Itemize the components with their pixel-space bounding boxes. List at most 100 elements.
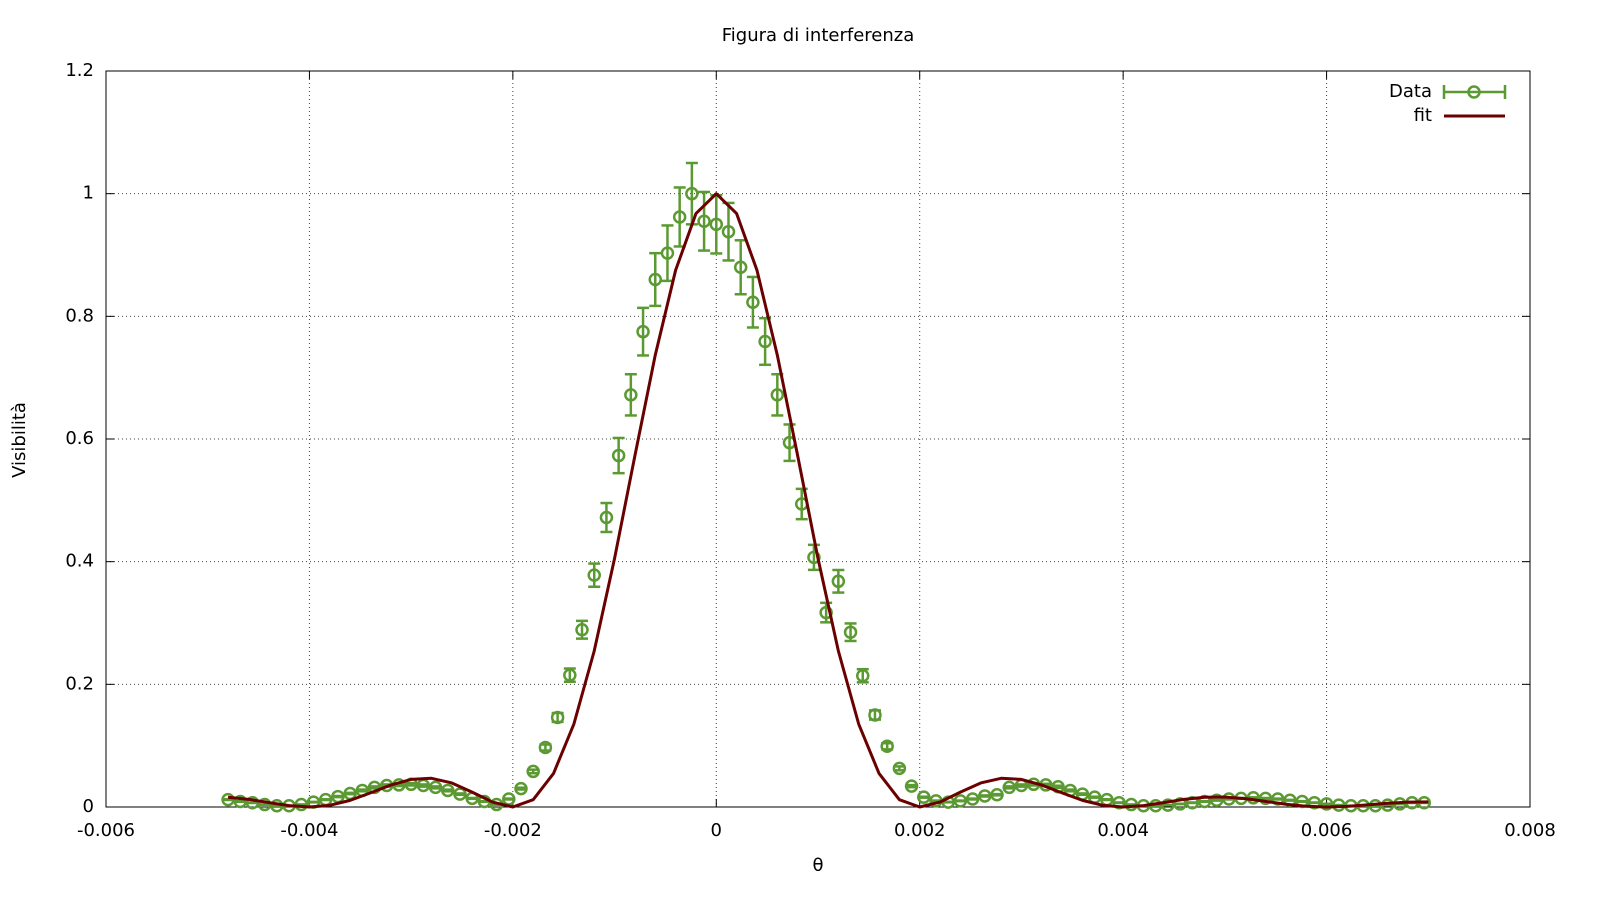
data-point [538,740,553,755]
fit-line [227,192,1429,809]
x-tick-label: 0.006 [1301,820,1353,841]
error-bar [1052,784,1065,790]
data-point [721,224,736,239]
error-bar [1210,798,1223,802]
data-point [1209,793,1224,808]
x-tick-label: 0.004 [1097,820,1149,841]
error-bar [1076,792,1089,797]
error-bar [1296,799,1309,804]
data-point [819,605,833,620]
data-point [636,324,650,339]
data-point [428,780,443,795]
error-bar [661,224,674,283]
data-point [807,550,821,565]
data-point [1124,797,1139,812]
chart-title: Figura di interferenza [722,25,915,46]
data-point [1307,795,1322,810]
data-point [575,622,589,637]
data-point [904,779,919,793]
error-bar [1198,799,1211,804]
y-tick-label: 0.8 [65,305,94,326]
data-point [550,710,565,725]
legend-label: Data [1389,81,1432,102]
x-tick-label: -0.006 [77,820,135,841]
data-point [1002,780,1016,795]
data-point [965,792,980,806]
y-tick-label: 0.6 [65,428,94,449]
data-point [892,761,907,776]
x-axis-label: θ [812,855,823,876]
data-point [770,388,785,402]
error-bar [441,788,454,793]
data-point [660,246,675,260]
y-tick-label: 1.2 [65,60,94,81]
error-bar [1100,798,1113,802]
error-bar [1003,785,1016,790]
error-bar [746,275,759,329]
x-tick-label: 0.002 [894,820,946,841]
data-point [294,797,309,812]
data-point [917,790,931,804]
data-point [611,448,626,463]
data-point [831,574,846,589]
data-point [856,668,870,683]
error-bar [783,423,796,463]
error-bar [234,799,247,804]
data-point [868,708,882,722]
data-point [257,797,272,812]
error-bar [905,783,918,789]
data-point [758,334,772,349]
data-point [441,783,455,798]
error-bar [966,797,979,801]
y-axis-label: Visibilità [9,402,30,478]
data-point [880,739,894,754]
error-bar [1259,796,1272,801]
data-point [1173,797,1187,811]
data-point [526,764,540,779]
x-tick-label: -0.004 [280,820,338,841]
error-bar [624,372,637,417]
data-point [685,186,699,201]
error-bar [331,794,344,799]
data-point [453,787,467,801]
error-bar [978,794,991,798]
error-bar [344,791,357,796]
error-bar [698,190,711,252]
data-point [1112,795,1126,810]
error-bar [502,797,515,801]
error-bar [466,796,479,801]
error-bar [1283,798,1296,802]
data-point [221,792,235,807]
error-bar [637,306,650,357]
error-bar [1088,795,1101,799]
error-bar [832,568,845,594]
error-bar [405,781,418,787]
x-tick-label: -0.002 [484,820,542,841]
data-point [953,794,968,808]
data-point [733,260,748,275]
data-point [563,668,577,682]
data-point [990,787,1004,802]
data-point [587,568,601,582]
data-point [514,781,528,796]
error-bar [673,186,686,248]
error-bar [649,251,662,308]
data-point [648,272,663,287]
error-bar [600,501,613,534]
data-point [672,210,687,224]
error-bar [734,239,747,296]
x-tick-label: 0.008 [1504,820,1556,841]
data-point [697,214,711,229]
error-bar [222,798,235,802]
error-bar [429,785,442,790]
error-bar [356,788,369,793]
data-point [1161,798,1175,812]
data-point [843,625,858,639]
error-bar [453,792,466,797]
y-tick-label: 0 [83,796,94,817]
y-tick-label: 1 [83,183,94,204]
error-bar [710,193,723,255]
error-bar [1015,783,1028,788]
